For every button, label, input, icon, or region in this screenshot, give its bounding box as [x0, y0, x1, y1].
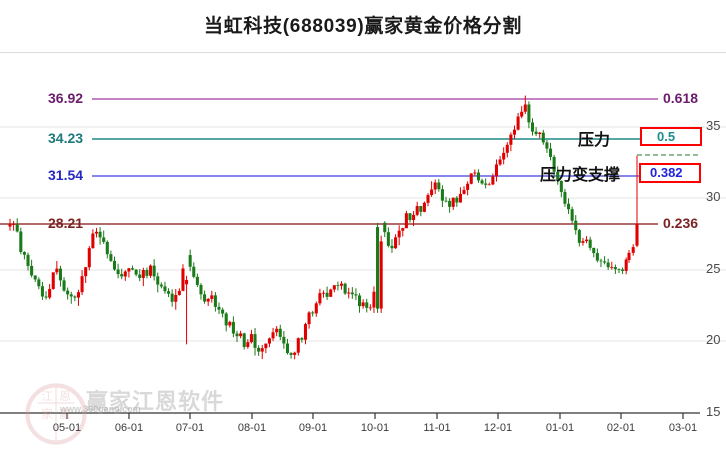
svg-text:江: 江 — [41, 390, 53, 403]
svg-text:恩: 恩 — [59, 390, 71, 403]
svg-text:家: 家 — [41, 407, 53, 421]
